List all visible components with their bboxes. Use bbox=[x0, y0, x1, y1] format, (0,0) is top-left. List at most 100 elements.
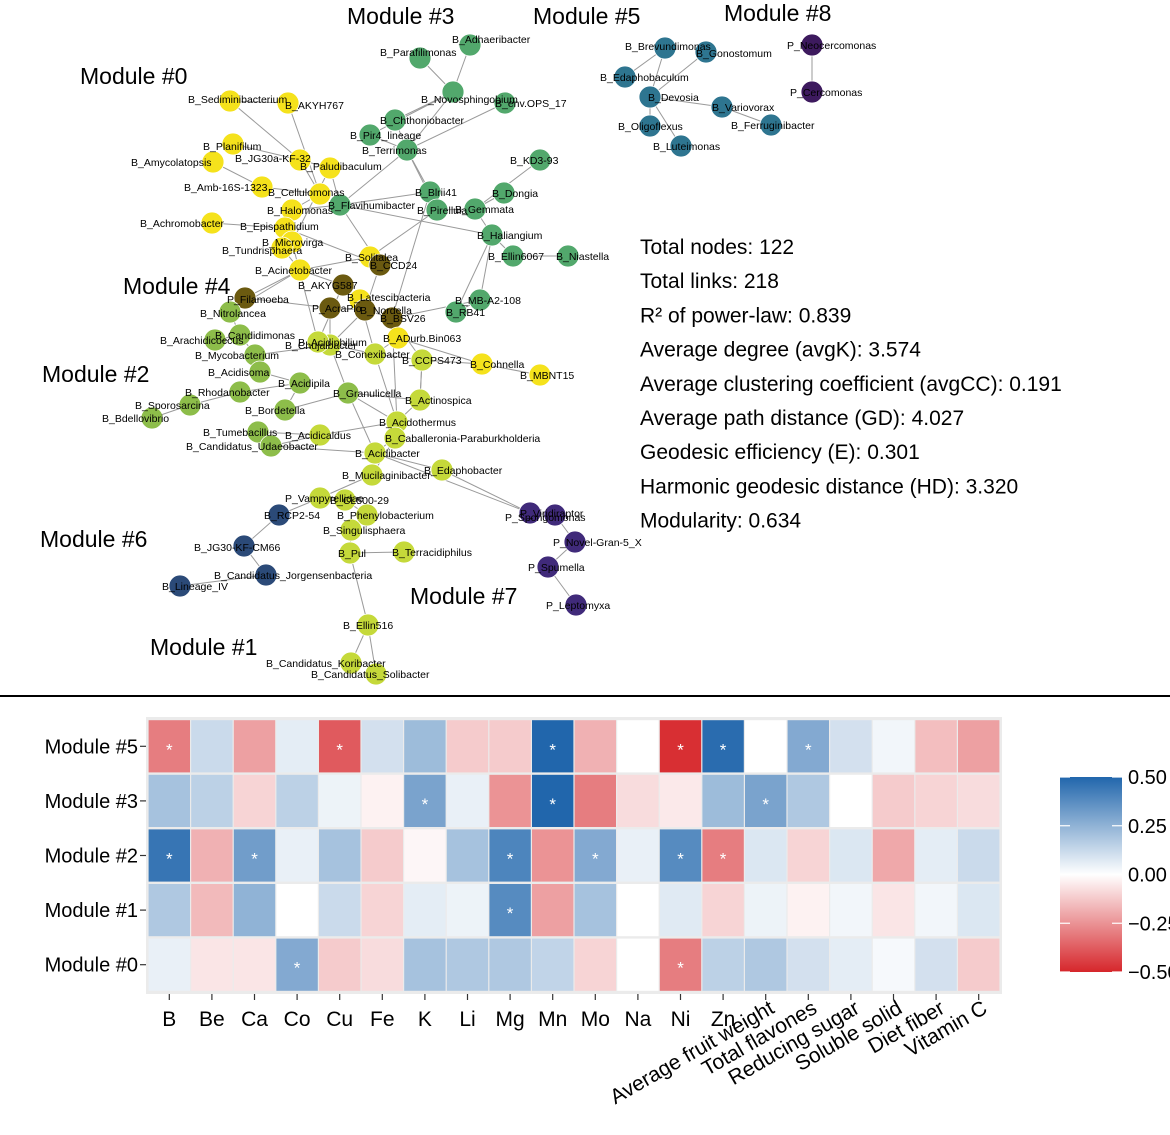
stat-line: Total links: 218 bbox=[640, 270, 779, 293]
heatmap-cell bbox=[659, 720, 702, 773]
node-label: B_Acidipila bbox=[278, 378, 330, 390]
heatmap-cell bbox=[872, 774, 915, 827]
network-node bbox=[408, 46, 432, 70]
heatmap-cell bbox=[617, 774, 659, 827]
node-label: B_JG30a-KF-32 bbox=[235, 153, 311, 165]
network-edge bbox=[406, 102, 506, 151]
node-label: B_Microvirga bbox=[262, 237, 323, 249]
heatmap-cell bbox=[446, 938, 489, 991]
network-node bbox=[563, 530, 587, 554]
stat-line: Harmonic geodesic distance (HD): 3.320 bbox=[640, 475, 1018, 498]
module-label-7: Module #7 bbox=[410, 583, 517, 609]
heatmap-cell bbox=[489, 938, 531, 991]
network-node bbox=[308, 182, 332, 206]
column-label: K bbox=[418, 1008, 432, 1031]
node-label: B_Terracidiphilus bbox=[392, 547, 472, 559]
network-node bbox=[444, 300, 468, 324]
node-label: B_Chujaibacter bbox=[285, 340, 357, 352]
network-node bbox=[233, 286, 257, 310]
network-node bbox=[759, 113, 783, 137]
significance-star: * bbox=[805, 740, 812, 759]
network-edge bbox=[397, 337, 483, 365]
row-label: Module #5 bbox=[45, 736, 138, 758]
heatmap-cell bbox=[233, 774, 276, 827]
node-label: B_Acinetobacter bbox=[255, 265, 333, 277]
significance-star: * bbox=[592, 850, 599, 869]
significance-star: * bbox=[507, 904, 514, 923]
network-edge bbox=[391, 299, 481, 319]
network-node bbox=[694, 40, 718, 64]
network-node bbox=[800, 80, 824, 104]
network-node bbox=[339, 651, 363, 675]
node-label: B_Latescibacteria bbox=[347, 292, 431, 304]
heatmap-cell bbox=[915, 884, 957, 937]
heatmap-cell bbox=[489, 774, 531, 827]
heatmap-cell bbox=[830, 829, 872, 882]
stat-line: Average path distance (GD): 4.027 bbox=[640, 407, 964, 430]
network-node bbox=[364, 662, 388, 686]
node-label: B_Bdellovibrio bbox=[102, 413, 169, 425]
node-label: P_Viridiraptor bbox=[520, 508, 584, 520]
row-label: Module #3 bbox=[45, 791, 138, 813]
heatmap-cell bbox=[446, 720, 489, 773]
significance-star: * bbox=[507, 850, 514, 869]
heatmap-cell bbox=[745, 938, 787, 991]
heatmap-cell bbox=[617, 884, 659, 937]
column-label: Fe bbox=[370, 1008, 395, 1031]
node-label: B_Amb-16S-1323 bbox=[184, 182, 268, 194]
heatmap-cell bbox=[872, 884, 915, 937]
node-label: B_Candidatus_Jorgensenbacteria bbox=[214, 570, 372, 582]
node-label: P_Novel-Gran-5_X bbox=[553, 537, 642, 549]
heatmap-cell bbox=[191, 720, 233, 773]
node-label: B_Amycolatopsis bbox=[131, 157, 212, 169]
column-label: Be bbox=[199, 1008, 225, 1031]
significance-star: * bbox=[762, 795, 769, 814]
heatmap-cell bbox=[702, 774, 744, 827]
stat-line: R² of power-law: 0.839 bbox=[640, 304, 851, 327]
network-node bbox=[288, 148, 312, 172]
node-label: B_Paludibaculum bbox=[300, 161, 382, 173]
heatmap-cell bbox=[489, 829, 531, 882]
network-node bbox=[168, 574, 192, 598]
network-node bbox=[543, 503, 567, 527]
node-label: B_Variovorax bbox=[712, 102, 775, 114]
network-node bbox=[528, 148, 552, 172]
heatmap-cell bbox=[276, 938, 318, 991]
legend-colorbar bbox=[1060, 777, 1122, 972]
node-label: P_Spumella bbox=[528, 562, 585, 574]
network-edge bbox=[339, 204, 493, 236]
heatmap-cell bbox=[958, 720, 1000, 773]
network-edge bbox=[291, 167, 331, 243]
network-node bbox=[564, 593, 588, 617]
node-label: B_Candidatus_Udaeobacter bbox=[186, 441, 318, 453]
node-label: B_ADurb.Bin063 bbox=[383, 333, 461, 345]
significance-star: * bbox=[677, 959, 684, 978]
row-label: Module #2 bbox=[45, 846, 138, 868]
heatmap-cell bbox=[319, 720, 361, 773]
network-node bbox=[254, 563, 278, 587]
significance-star: * bbox=[294, 959, 301, 978]
node-label: B_Pul bbox=[338, 548, 366, 560]
network-node bbox=[221, 132, 245, 156]
network-node bbox=[273, 398, 297, 422]
module-label-6: Module #6 bbox=[40, 526, 147, 552]
heatmap-cell bbox=[915, 938, 957, 991]
network-node bbox=[468, 288, 492, 312]
legend-tick-label: 0.25 bbox=[1128, 816, 1167, 838]
network-node bbox=[368, 253, 392, 277]
node-label: B_Niastella bbox=[556, 251, 609, 263]
node-label: B_Tumebacillus bbox=[203, 427, 277, 439]
node-label: B_CCD24 bbox=[370, 260, 417, 272]
heatmap-cell bbox=[148, 720, 190, 773]
heatmap-cell bbox=[787, 720, 829, 773]
heatmap-cell bbox=[659, 884, 702, 937]
network-edge bbox=[287, 102, 321, 195]
network-node bbox=[463, 197, 487, 221]
heatmap-cell bbox=[872, 720, 915, 773]
significance-star: * bbox=[549, 740, 556, 759]
significance-star: * bbox=[422, 795, 429, 814]
network-edge bbox=[339, 149, 408, 206]
node-label: B_JG30-KF-CM66 bbox=[194, 542, 281, 554]
node-label: B_Edaphobacter bbox=[424, 465, 503, 477]
